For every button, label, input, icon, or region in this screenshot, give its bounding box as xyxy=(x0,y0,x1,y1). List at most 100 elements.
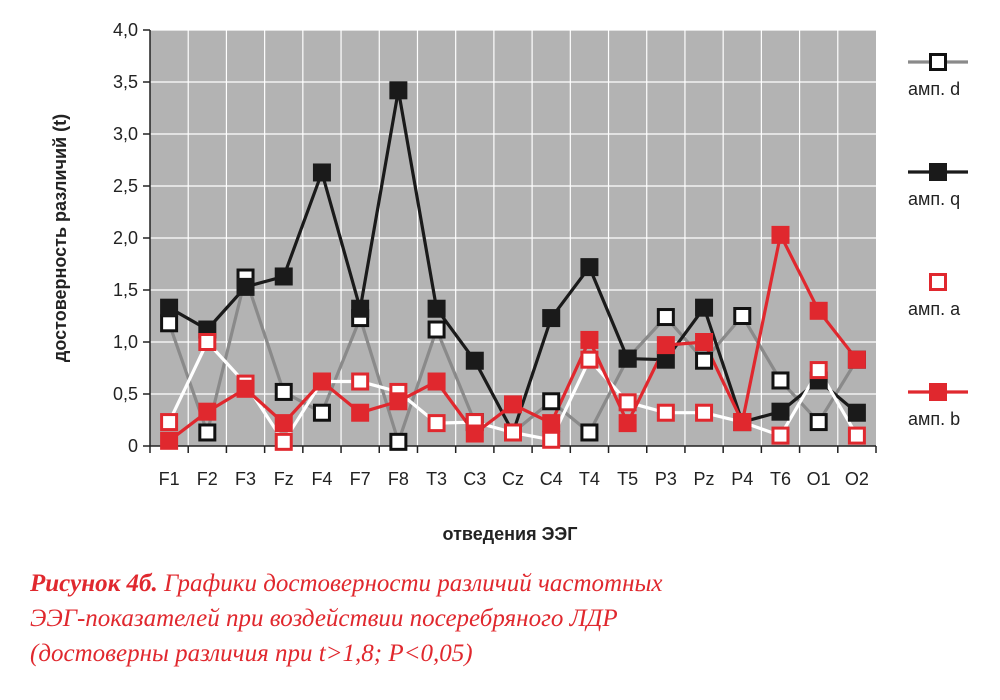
data-point-3 xyxy=(427,414,446,433)
x-tick-label: F2 xyxy=(197,469,218,489)
data-point-4 xyxy=(695,333,714,351)
x-tick-label: F8 xyxy=(388,469,409,489)
x-axis-title: отведения ЭЭГ xyxy=(443,524,578,544)
data-point-1 xyxy=(656,308,675,327)
x-tick-label: C3 xyxy=(463,469,486,489)
legend: амп. d амп. q амп. a амп. b xyxy=(908,53,968,429)
data-point-1 xyxy=(542,392,561,411)
data-point-3 xyxy=(542,430,561,449)
data-point-2 xyxy=(312,163,331,182)
caption-line-2: ЭЭГ-показателей при воздействии посеребр… xyxy=(30,605,618,632)
data-point-1 xyxy=(809,413,828,432)
x-tick-label: T6 xyxy=(770,469,791,489)
data-point-2 xyxy=(274,267,293,286)
data-point-1 xyxy=(580,423,599,442)
data-point-4 xyxy=(504,395,522,414)
data-point-4 xyxy=(312,372,331,391)
y-tick-label: 4,0 xyxy=(113,20,138,40)
data-point-1 xyxy=(160,314,179,333)
x-tick-label: F1 xyxy=(159,469,180,489)
data-point-4 xyxy=(580,330,599,349)
y-tick-label: 0 xyxy=(128,436,138,456)
data-point-2 xyxy=(771,402,790,421)
data-point-4 xyxy=(465,424,484,443)
data-point-4 xyxy=(351,403,370,422)
caption-line-1: Рисунок 4б. Графики достоверности различ… xyxy=(30,566,990,601)
x-tick-label: T3 xyxy=(426,469,447,489)
data-point-1 xyxy=(198,423,217,442)
data-point-4 xyxy=(274,414,293,433)
legend-label-4: амп. b xyxy=(908,409,960,429)
x-tick-label: F7 xyxy=(350,469,371,489)
x-tick-label: O2 xyxy=(845,469,869,489)
data-point-4 xyxy=(427,372,446,391)
y-tick-label: 1,5 xyxy=(113,280,138,300)
data-point-3 xyxy=(695,403,714,422)
data-point-4 xyxy=(618,414,637,433)
data-point-4 xyxy=(771,225,790,244)
data-point-1 xyxy=(312,403,331,422)
x-tick-label: T4 xyxy=(579,469,600,489)
x-tick-label: C4 xyxy=(540,469,563,489)
data-point-1 xyxy=(771,371,790,390)
data-point-2 xyxy=(618,349,637,368)
legend-marker-1 xyxy=(929,53,947,71)
data-point-4 xyxy=(656,336,675,355)
data-point-2 xyxy=(847,403,866,422)
x-tick-label: P3 xyxy=(655,469,677,489)
x-tick-label: Pz xyxy=(694,469,715,489)
y-axis-title: достоверность различий (t) xyxy=(50,114,70,362)
y-tick-label: 2,0 xyxy=(113,228,138,248)
axes xyxy=(143,29,877,453)
data-point-4 xyxy=(733,413,752,432)
data-point-2 xyxy=(465,351,484,370)
data-point-4 xyxy=(236,379,255,398)
y-tick-label: 1,0 xyxy=(113,332,138,352)
data-point-3 xyxy=(847,426,866,445)
data-point-1 xyxy=(427,320,446,339)
data-point-2 xyxy=(695,298,714,317)
data-point-4 xyxy=(160,431,179,450)
data-point-2 xyxy=(389,81,408,100)
x-tick-label: Cz xyxy=(502,469,524,489)
grid-lines xyxy=(150,29,876,446)
x-tick-label: F3 xyxy=(235,469,256,489)
x-tick-label: F4 xyxy=(311,469,332,489)
data-point-3 xyxy=(198,333,217,351)
data-point-4 xyxy=(847,350,866,369)
y-tick-labels: 0 0,5 1,0 1,5 2,0 2,5 3,0 3,5 4,0 xyxy=(113,20,138,456)
x-tick-label: P4 xyxy=(731,469,753,489)
series-group xyxy=(160,81,866,451)
data-point-3 xyxy=(160,413,179,432)
data-point-3 xyxy=(274,432,293,451)
data-point-2 xyxy=(160,298,179,317)
data-point-3 xyxy=(504,423,522,442)
data-point-1 xyxy=(389,432,408,451)
data-point-2 xyxy=(351,299,370,318)
data-point-1 xyxy=(274,382,293,401)
chart: 0 0,5 1,0 1,5 2,0 2,5 3,0 3,5 4,0 F1 F2 F3 Fz F4 F7 F8… xyxy=(50,20,968,544)
data-point-4 xyxy=(542,414,561,433)
x-tick-label: Fz xyxy=(274,469,294,489)
legend-marker-4 xyxy=(929,383,947,401)
series-markers xyxy=(160,81,866,451)
data-point-4 xyxy=(198,402,217,421)
data-point-1 xyxy=(695,351,714,370)
legend-label-3: амп. a xyxy=(908,299,961,319)
legend-label-1: амп. d xyxy=(908,79,960,99)
data-point-3 xyxy=(656,403,675,422)
data-point-4 xyxy=(809,301,828,320)
x-tick-labels: F1 F2 F3 Fz F4 F7 F8 T3 C3 Cz C4 T4 T5 P3 Pz P4 T6 O1 O2 xyxy=(159,469,869,489)
data-point-2 xyxy=(656,350,675,369)
data-point-3 xyxy=(771,426,790,445)
caption-lead: Рисунок 4б. xyxy=(30,570,158,597)
x-tick-label: T5 xyxy=(617,469,638,489)
data-point-3 xyxy=(618,393,637,412)
caption-line-1-text: Графики достоверности различий частотных xyxy=(157,570,663,597)
data-point-3 xyxy=(580,350,599,369)
x-tick-label: O1 xyxy=(807,469,831,489)
y-tick-label: 0,5 xyxy=(113,384,138,404)
data-point-2 xyxy=(427,299,446,318)
data-point-2 xyxy=(580,258,599,277)
legend-marker-2 xyxy=(929,163,947,181)
